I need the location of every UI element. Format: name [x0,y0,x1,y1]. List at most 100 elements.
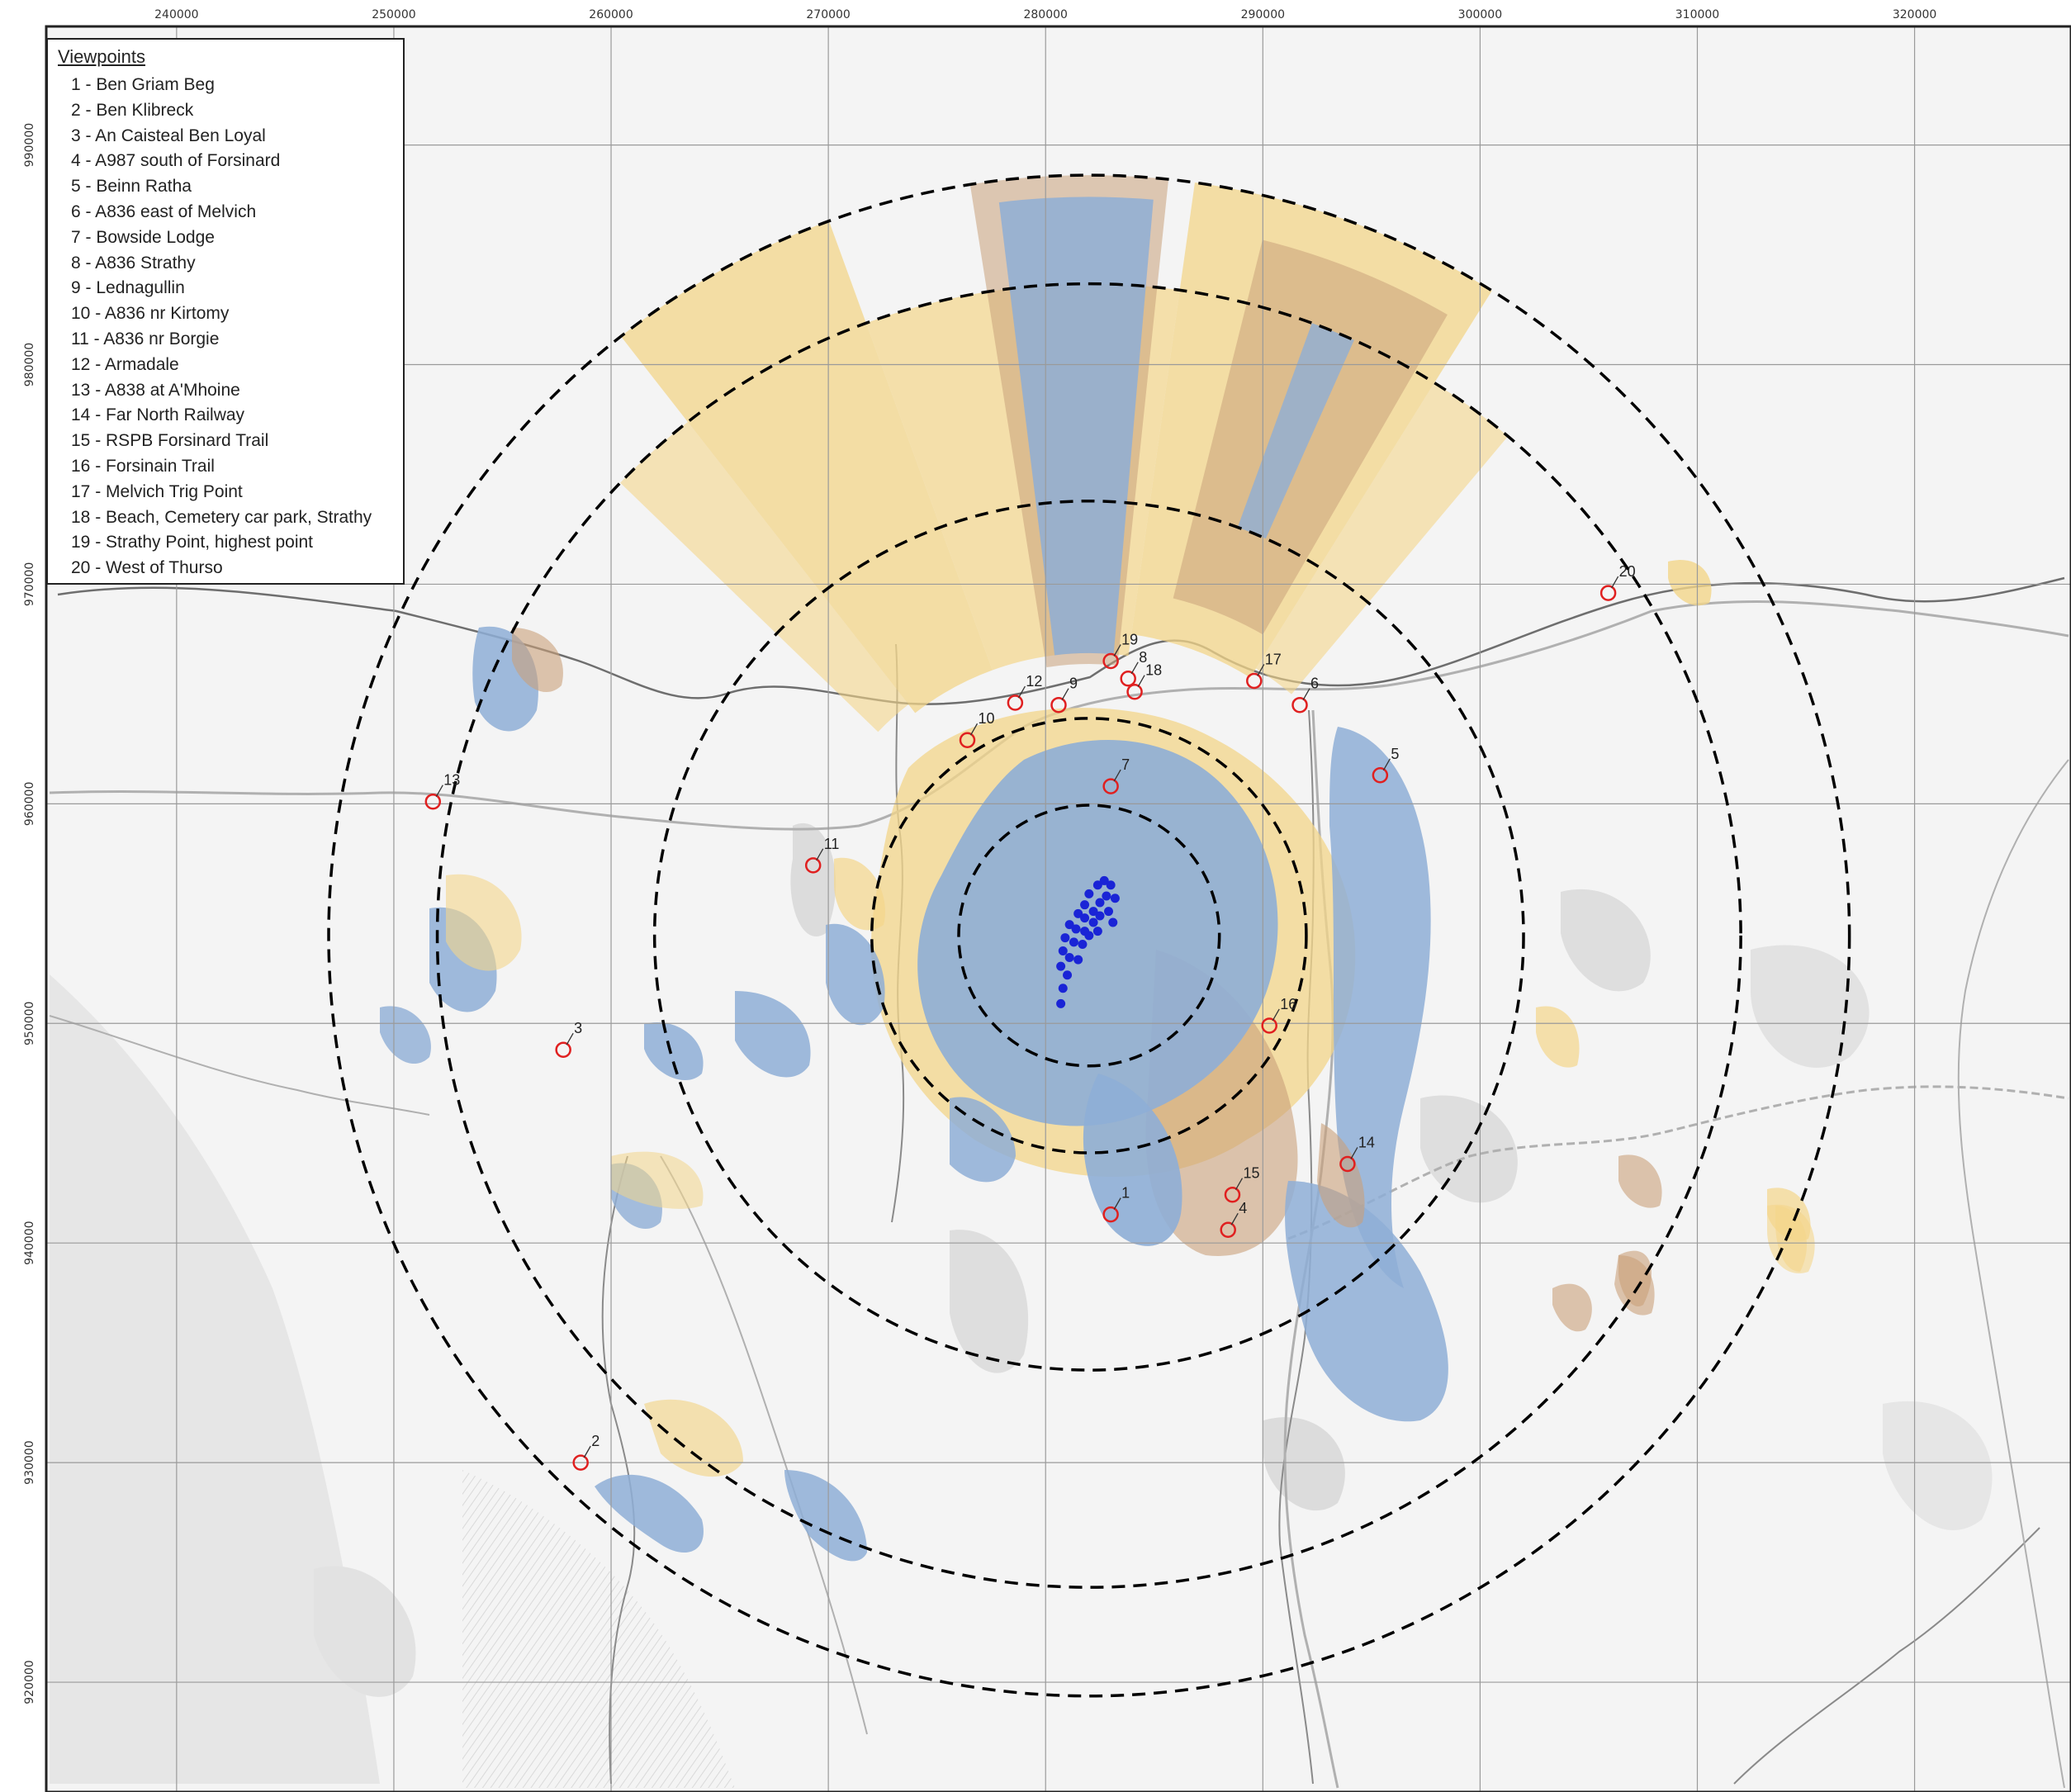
viewpoint-leader [1130,661,1139,675]
viewpoint-marker[interactable] [1224,1186,1241,1203]
legend-item: 17 - Melvich Trig Point [71,481,243,501]
viewpoint-5[interactable]: 5 [1372,746,1400,784]
hill-patch [950,1230,1029,1373]
viewpoint-11[interactable]: 11 [804,836,839,874]
turbine-dot [1056,961,1066,971]
viewpoint-marker[interactable] [1120,671,1136,687]
viewpoint-19[interactable]: 19 [1102,632,1139,670]
viewpoint-marker[interactable] [1372,767,1389,784]
legend-list: 1 - Ben Griam Beg 2 - Ben Klibreck 3 - An … [58,73,395,581]
turbine-dot [1102,891,1111,901]
zvi-yellow [834,857,885,931]
easting-tick-label: 320000 [1893,8,1936,21]
viewpoint-13[interactable]: 13 [424,772,461,810]
viewpoint-1[interactable]: 1 [1102,1185,1130,1223]
viewpoint-marker[interactable] [1220,1221,1236,1238]
viewpoint-leader [1137,675,1145,688]
legend-panel: Viewpoints 1 - Ben Griam Beg 2 - Ben Klib… [46,38,405,585]
zvi-yellow [1775,1206,1808,1272]
viewpoint-7[interactable]: 7 [1102,756,1130,794]
viewpoint-label: 13 [443,772,460,789]
hill-patch [790,823,836,936]
viewpoint-leader [1061,688,1069,701]
viewpoint-8[interactable]: 8 [1120,649,1148,687]
viewpoint-20[interactable]: 20 [1599,563,1636,601]
northing-tick-label: 920000 [23,1660,36,1704]
distance-ring [870,717,1308,1154]
hill-patch [1263,1417,1345,1511]
easting-tick-label: 270000 [806,8,850,21]
road [660,1155,868,1735]
legend-item: 5 - Beinn Ratha [71,177,192,197]
zvi-tan [1618,1154,1662,1208]
viewpoint-marker[interactable] [555,1041,571,1058]
viewpoint-marker[interactable] [1102,1206,1119,1223]
viewpoint-marker[interactable] [959,732,976,748]
viewpoint-marker[interactable] [1246,672,1263,690]
viewpoint-4[interactable]: 4 [1220,1200,1248,1238]
viewpoint-marker[interactable] [1007,695,1024,711]
zvi-yellow [1668,560,1712,606]
northing-tick-label: 970000 [23,562,36,606]
viewpoint-14[interactable]: 14 [1339,1134,1375,1173]
easting-tick-labels: 240000 250000 260000 270000 280000 290000 3000… [154,8,1936,21]
northing-tick-label: 950000 [23,1002,36,1045]
distance-ring [327,173,1851,1698]
viewpoint-marker[interactable] [1126,683,1143,700]
turbine-dot [1058,946,1068,956]
turbine-dot [1058,984,1068,993]
viewpoint-2[interactable]: 2 [572,1433,600,1471]
turbine-dot [1088,917,1098,927]
distance-ring [435,282,1742,1589]
viewpoint-leader [435,785,443,798]
viewpoint-marker[interactable] [1599,585,1617,601]
viewpoint-label: 8 [1139,649,1147,666]
easting-tick-label: 250000 [372,8,415,21]
turbine-dot [1095,898,1105,908]
zvi-yellow [1536,1006,1580,1068]
viewpoint-label: 7 [1121,756,1130,773]
turbine-dot [1064,920,1074,930]
turbine-dot [1056,998,1066,1008]
viewpoint-marker[interactable] [424,793,442,810]
viewpoint-16[interactable]: 16 [1261,996,1297,1034]
turbine-dot [1060,933,1070,943]
distance-rings [327,173,1851,1698]
northing-tick-label: 980000 [23,343,36,386]
zvi-blue [380,1006,431,1064]
viewpoint-leader [816,848,824,861]
legend-item: 13 - A838 at A'Mhoine [71,380,240,400]
northing-tick-label: 990000 [23,123,36,167]
zvi-sector-blue [998,197,1154,656]
viewpoint-3[interactable]: 3 [555,1020,583,1058]
legend-item: 10 - A836 nr Kirtomy [71,304,230,324]
viewpoint-marker[interactable] [1050,696,1067,713]
zvi-blue [595,1474,704,1553]
viewpoint-10[interactable]: 10 [959,710,995,748]
viewpoint-leader [1113,1197,1121,1210]
legend-item: 8 - A836 Strathy [71,253,196,273]
viewpoint-9[interactable]: 9 [1050,676,1078,713]
viewpoint-6[interactable]: 6 [1291,676,1320,713]
viewpoint-18[interactable]: 18 [1126,662,1163,700]
viewpoint-label: 10 [979,710,995,727]
viewpoint-leader [1113,644,1121,657]
viewpoint-17[interactable]: 17 [1246,651,1282,690]
turbine-dot [1104,907,1114,917]
viewpoint-marker[interactable] [1102,652,1119,670]
legend-item: 18 - Beach, Cemetery car park, Strathy [71,507,372,527]
viewpoint-15[interactable]: 15 [1224,1165,1260,1203]
viewpoint-leader [1235,1178,1244,1191]
legend-item: 12 - Armadale [71,354,179,374]
viewpoint-marker[interactable] [1339,1155,1356,1173]
viewpoint-marker[interactable] [804,857,822,874]
viewpoint-marker[interactable] [1291,696,1308,713]
zvi-blue [735,991,811,1078]
viewpoint-label: 3 [574,1020,582,1036]
viewpoint-marker[interactable] [1102,778,1119,794]
viewpoint-marker[interactable] [1261,1017,1277,1034]
viewpoint-12[interactable]: 12 [1007,673,1043,711]
viewpoint-leader [1611,576,1619,589]
viewpoint-marker[interactable] [572,1454,589,1471]
